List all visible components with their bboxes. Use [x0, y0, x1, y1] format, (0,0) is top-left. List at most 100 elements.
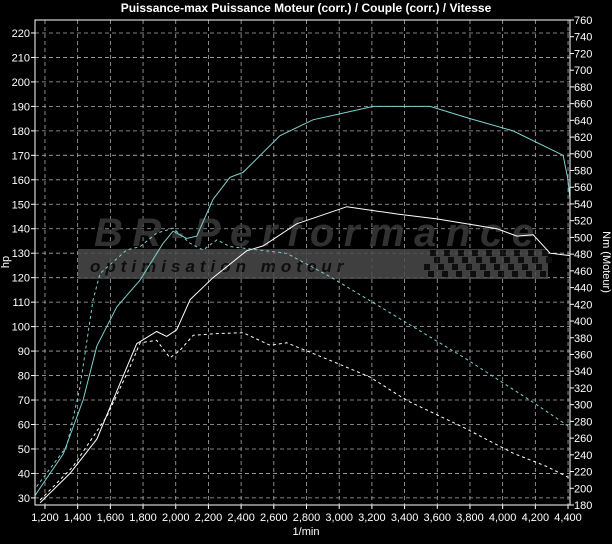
y-right-tick-label: 280	[574, 416, 592, 428]
x-tick-label: 2,000	[162, 512, 190, 524]
x-tick-label: 2,200	[195, 512, 223, 524]
y-left-tick-label: 200	[12, 77, 30, 89]
axes: 1,200 1,400 1,600 1,800 2,000 2,200 2,400 2,600…	[12, 15, 593, 524]
checker-square	[462, 257, 468, 263]
checker-square	[540, 271, 546, 277]
y-right-tick-label: 580	[574, 166, 592, 178]
x-tick-label: 3,200	[358, 512, 386, 524]
y-left-tick-label: 180	[12, 126, 30, 138]
checker-square	[500, 250, 506, 256]
checker-square	[470, 271, 476, 277]
x-axis-label: 1/min	[293, 526, 320, 538]
checker-square	[428, 271, 434, 277]
x-tick-label: 1,800	[129, 512, 157, 524]
y-right-tick-label: 620	[574, 132, 592, 144]
y-left-tick-label: 100	[12, 322, 30, 334]
checker-square	[532, 257, 538, 263]
checker-square	[452, 264, 458, 270]
checker-square	[490, 257, 496, 263]
checker-square	[434, 257, 440, 263]
checker-square	[484, 271, 490, 277]
checker-square	[518, 257, 524, 263]
y-left-tick-label: 80	[18, 371, 30, 383]
y-right-tick-label: 480	[574, 249, 592, 261]
checker-square	[526, 271, 532, 277]
y-axis-right-label: Nm (Moteur)	[600, 231, 612, 293]
checker-square	[528, 250, 534, 256]
x-tick-label: 4,000	[489, 512, 517, 524]
x-tick-label: 4,400	[554, 512, 582, 524]
series-group	[34, 105, 571, 504]
checker-square	[494, 264, 500, 270]
y-right-tick-label: 340	[574, 366, 592, 378]
y-left-tick-label: 150	[12, 199, 30, 211]
watermark-logo: BR-Performance optimisation moteur	[78, 211, 552, 279]
y-right-tick-label: 600	[574, 149, 592, 161]
y-right-tick-label: 680	[574, 82, 592, 94]
checker-square	[424, 264, 430, 270]
y-left-tick-label: 140	[12, 224, 30, 236]
checker-square	[536, 264, 542, 270]
y-right-tick-label: 440	[574, 283, 592, 295]
x-tick-label: 2,600	[260, 512, 288, 524]
y-left-tick-label: 60	[18, 419, 30, 431]
checker-square	[438, 264, 444, 270]
series-line-torque-2	[36, 227, 571, 487]
y-right-tick-label: 360	[574, 349, 592, 361]
y-right-tick-label: 200	[574, 483, 592, 495]
x-tick-label: 3,400	[391, 512, 419, 524]
x-tick-label: 2,400	[227, 512, 255, 524]
grid	[35, 20, 570, 505]
checker-square	[442, 271, 448, 277]
y-left-tick-label: 110	[12, 297, 30, 309]
checker-square	[522, 264, 528, 270]
plot-frame	[34, 19, 571, 506]
checker-square	[480, 264, 486, 270]
y-right-tick-label: 400	[574, 316, 592, 328]
checker-square	[504, 257, 510, 263]
x-tick-label: 4,200	[522, 512, 550, 524]
x-tick-label: 3,600	[424, 512, 452, 524]
checker-square	[486, 250, 492, 256]
y-right-tick-label: 240	[574, 450, 592, 462]
y-right-tick-label: 300	[574, 400, 592, 412]
y-left-tick-label: 120	[12, 273, 30, 285]
y-right-tick-label: 660	[574, 99, 592, 111]
y-right-tick-label: 220	[574, 467, 592, 479]
x-tick-label: 1,200	[31, 512, 59, 524]
checker-square	[466, 264, 472, 270]
x-tick-label: 1,400	[64, 512, 92, 524]
y-left-tick-label: 50	[18, 444, 30, 456]
x-tick-label: 1,600	[97, 512, 125, 524]
y-right-tick-label: 740	[574, 32, 592, 44]
checkered-flag-icon	[424, 250, 552, 277]
y-right-tick-label: 700	[574, 65, 592, 77]
checker-square	[472, 250, 478, 256]
y-left-tick-label: 220	[12, 28, 30, 40]
y-right-tick-label: 180	[574, 500, 592, 512]
x-tick-label: 3,000	[325, 512, 353, 524]
y-left-tick-label: 30	[18, 493, 30, 505]
checker-square	[514, 250, 520, 256]
checker-square	[430, 250, 436, 256]
y-right-tick-label: 460	[574, 266, 592, 278]
checker-square	[448, 257, 454, 263]
y-right-tick-label: 760	[574, 15, 592, 27]
y-right-tick-label: 260	[574, 433, 592, 445]
y-left-tick-label: 40	[18, 468, 30, 480]
y-left-tick-label: 170	[12, 150, 30, 162]
series-line-power-1	[39, 206, 571, 504]
checker-square	[444, 250, 450, 256]
y-left-tick-label: 130	[12, 248, 30, 260]
y-right-tick-label: 540	[574, 199, 592, 211]
y-right-tick-label: 500	[574, 232, 592, 244]
checker-square	[546, 257, 552, 263]
y-left-tick-label: 90	[18, 346, 30, 358]
y-right-tick-label: 420	[574, 299, 592, 311]
checker-square	[498, 271, 504, 277]
y-left-tick-label: 70	[18, 395, 30, 407]
series-line-power-0	[34, 105, 571, 496]
checker-square	[476, 257, 482, 263]
x-tick-label: 3,800	[456, 512, 484, 524]
